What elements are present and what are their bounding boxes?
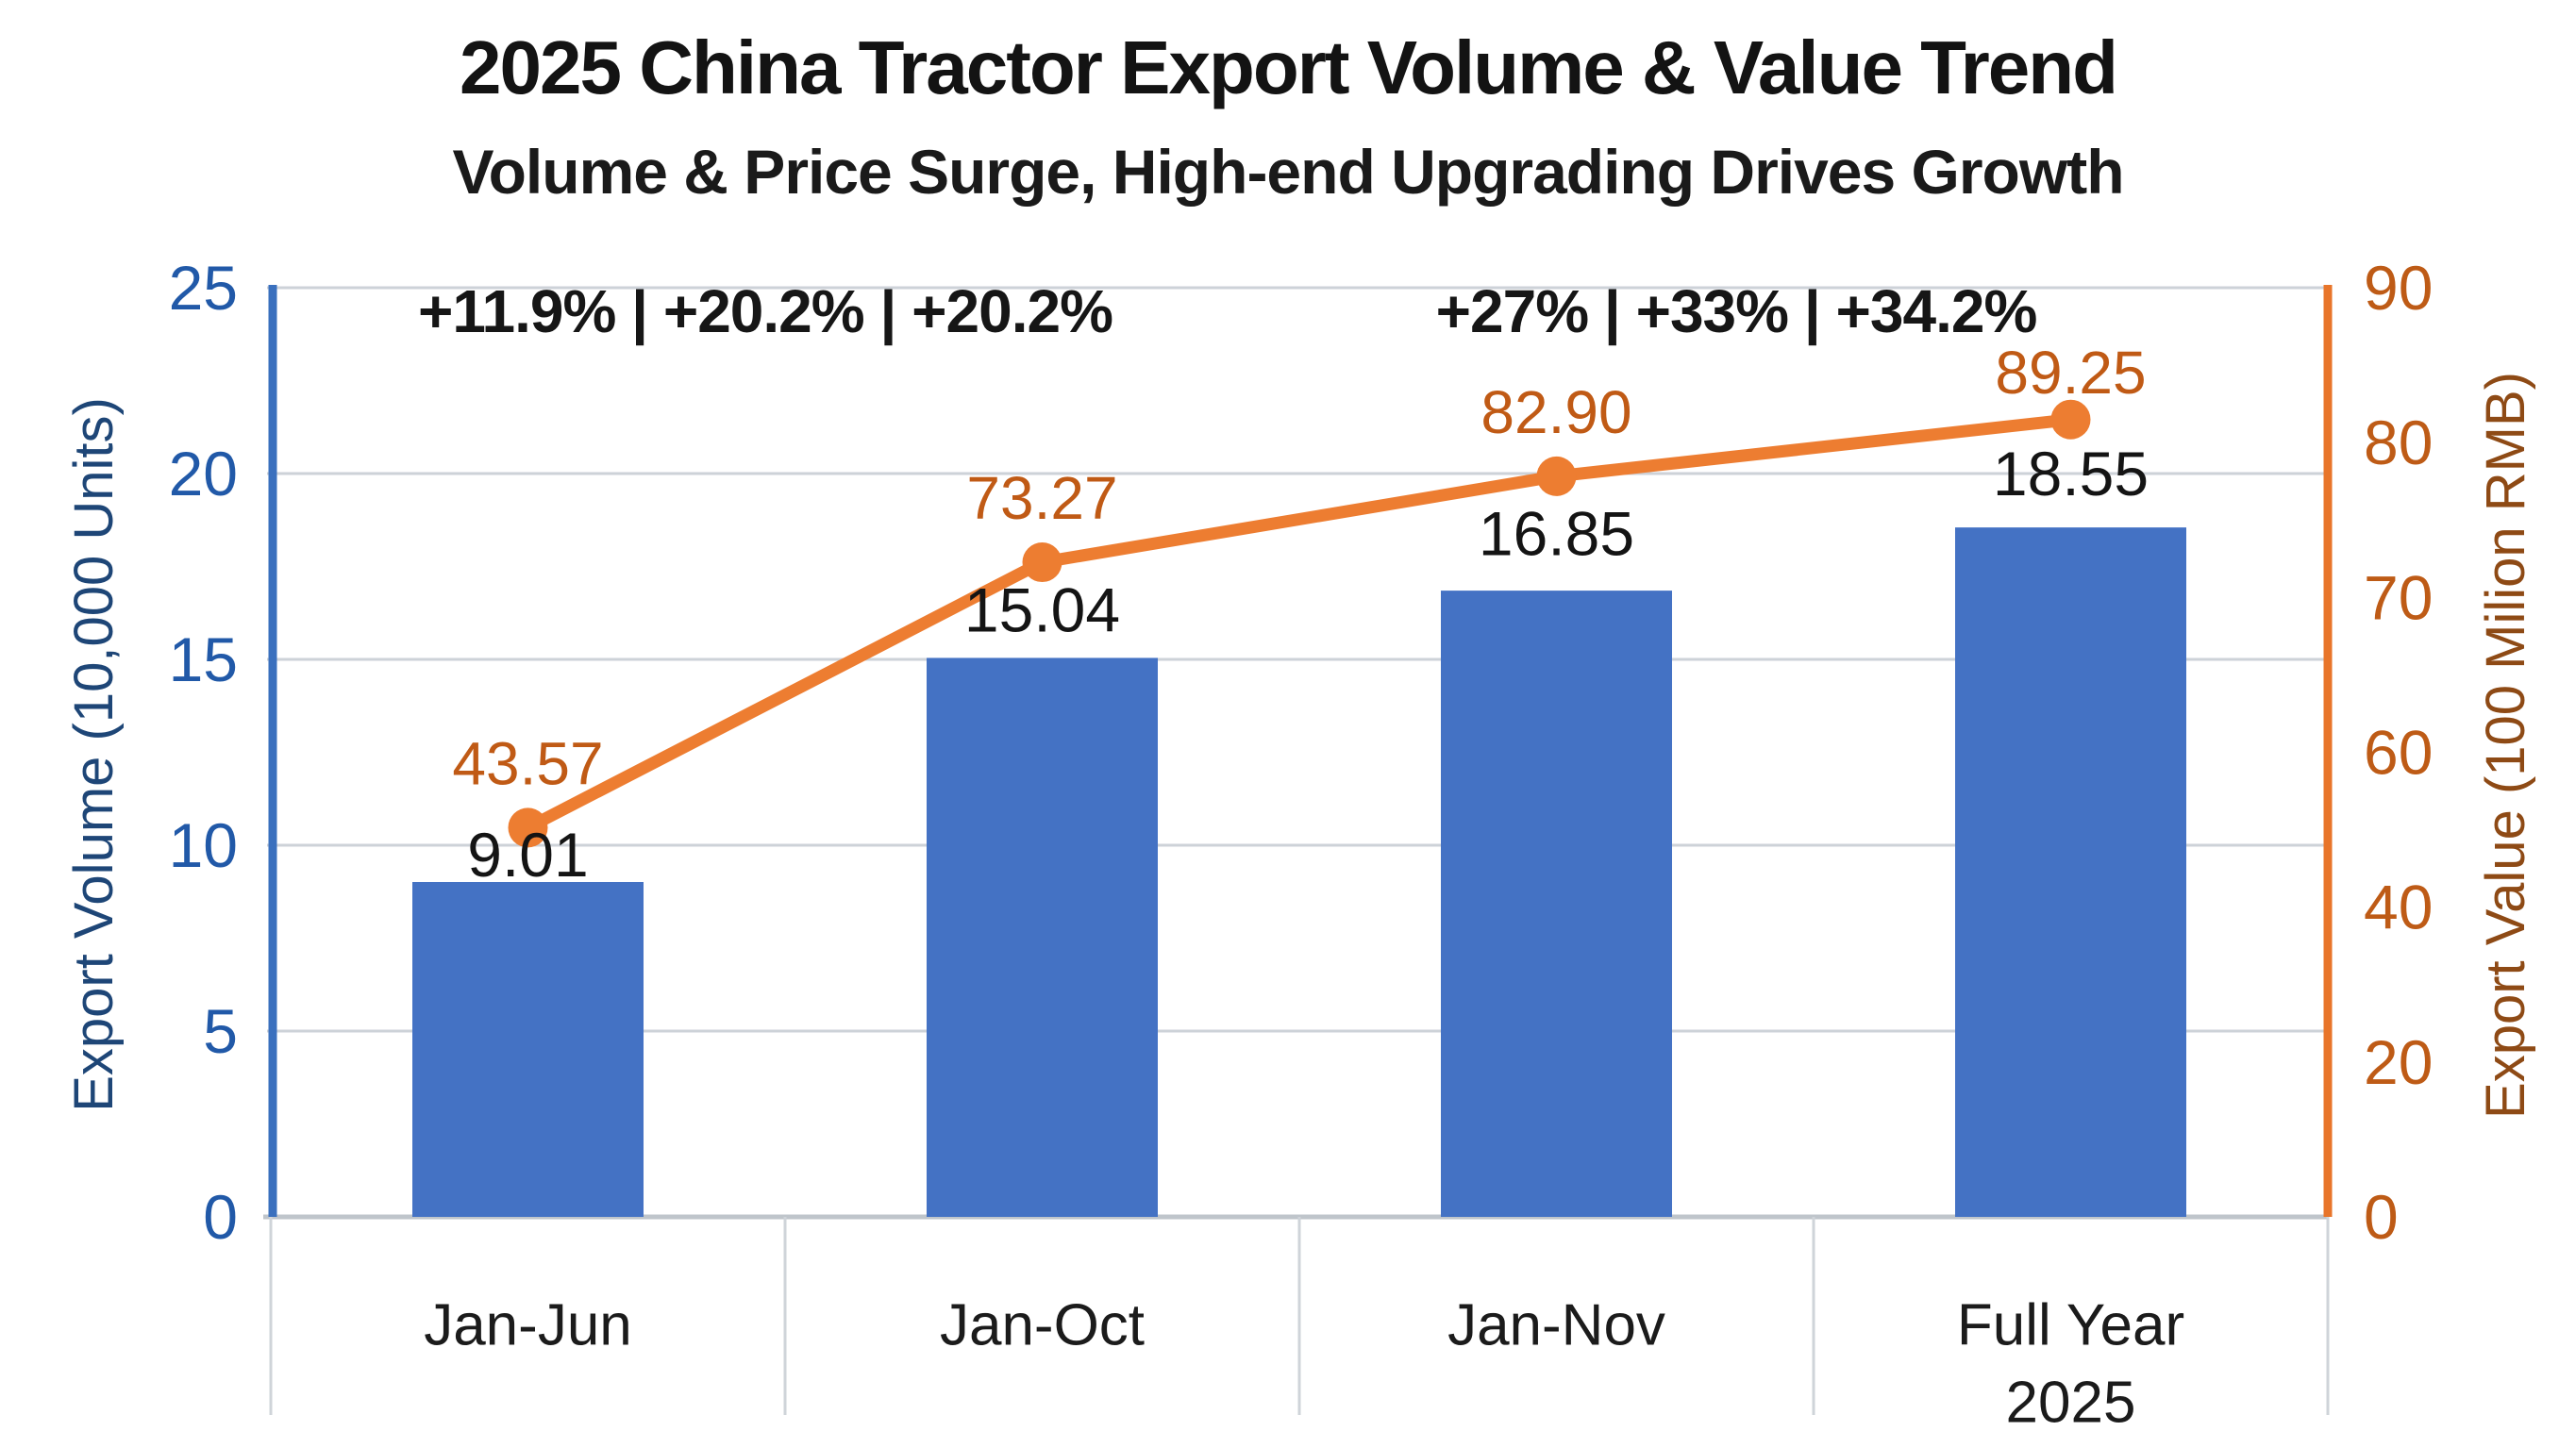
line-marker (508, 807, 548, 848)
line-marker (1022, 542, 1062, 583)
right-tick-label: 0 (2364, 1182, 2399, 1252)
left-tick-label: 25 (169, 253, 238, 323)
right-tick-label: 20 (2364, 1027, 2433, 1097)
left-tick-label: 10 (169, 810, 238, 880)
left-tick-label: 5 (203, 996, 238, 1066)
line-value-label: 73.27 (966, 464, 1117, 532)
category-label: 2025 (2006, 1371, 2136, 1436)
right-tick-label: 80 (2364, 408, 2433, 477)
category-label: Jan-Jun (424, 1293, 632, 1358)
right-tick-label: 60 (2364, 718, 2433, 788)
category-label: Jan-Oct (940, 1293, 1145, 1358)
left-tick-label: 0 (203, 1182, 238, 1252)
right-tick-label: 70 (2364, 562, 2433, 632)
left-tick-label: 15 (169, 624, 238, 694)
line-value-label: 82.90 (1480, 378, 1631, 446)
bar (412, 882, 644, 1217)
category-label: Full Year (1957, 1293, 2184, 1358)
bar (1955, 527, 2186, 1217)
right-tick-label: 90 (2364, 253, 2433, 323)
growth-annotation-left: +11.9% | +20.2% | +20.2% (418, 277, 1113, 345)
category-label: Jan-Nov (1447, 1293, 1665, 1358)
bar-value-label: 9.01 (467, 820, 588, 890)
line-marker (2050, 399, 2091, 440)
bar-value-label: 16.85 (1479, 498, 1634, 568)
chart-subtitle: Volume & Price Surge, High-end Upgrading… (452, 137, 2124, 207)
right-tick-label: 40 (2364, 873, 2433, 942)
bar-value-label: 15.04 (964, 575, 1120, 645)
left-tick-label: 20 (169, 439, 238, 508)
line-value-label: 43.57 (452, 729, 603, 797)
chart-title: 2025 China Tractor Export Volume & Value… (460, 25, 2118, 109)
bar (1441, 591, 1672, 1217)
growth-annotation-right: +27% | +33% | +34.2% (1435, 277, 2038, 345)
bar-value-label: 18.55 (1993, 439, 2149, 508)
line-marker (1536, 456, 1577, 496)
bar (927, 657, 1158, 1217)
line-series (522, 413, 2077, 834)
line-value-label: 89.25 (1995, 339, 2146, 407)
